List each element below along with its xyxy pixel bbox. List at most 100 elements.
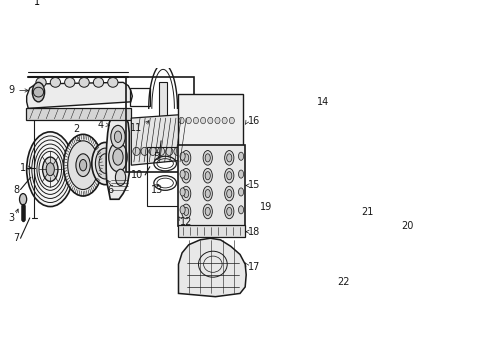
Circle shape — [114, 131, 122, 143]
Text: 20: 20 — [401, 221, 414, 231]
Circle shape — [116, 169, 125, 185]
Circle shape — [205, 154, 210, 162]
Text: 5: 5 — [153, 152, 159, 162]
Text: 16: 16 — [248, 116, 260, 126]
Circle shape — [224, 204, 234, 219]
Text: 10: 10 — [131, 170, 144, 180]
Text: 13: 13 — [151, 185, 164, 194]
Circle shape — [184, 172, 189, 180]
Text: 14: 14 — [317, 97, 329, 107]
Text: 15: 15 — [248, 180, 260, 190]
Circle shape — [239, 188, 244, 196]
Ellipse shape — [149, 147, 156, 156]
Text: 9: 9 — [8, 85, 14, 95]
Text: 1: 1 — [20, 163, 25, 172]
Circle shape — [182, 168, 191, 183]
Circle shape — [96, 148, 115, 179]
Circle shape — [385, 173, 393, 186]
Ellipse shape — [179, 117, 184, 124]
Circle shape — [111, 125, 125, 148]
Bar — [130, 88, 150, 106]
Circle shape — [239, 206, 244, 214]
Circle shape — [239, 170, 244, 178]
Circle shape — [344, 188, 359, 211]
Circle shape — [46, 163, 54, 176]
Ellipse shape — [208, 117, 213, 124]
Circle shape — [180, 152, 185, 160]
Ellipse shape — [79, 77, 89, 87]
Circle shape — [76, 154, 90, 176]
Circle shape — [227, 172, 232, 180]
Circle shape — [182, 186, 191, 201]
Circle shape — [184, 154, 189, 162]
Circle shape — [32, 40, 45, 60]
Text: 22: 22 — [337, 277, 350, 287]
Circle shape — [205, 172, 210, 180]
Bar — [147, 147, 184, 206]
Circle shape — [20, 194, 26, 205]
Circle shape — [184, 189, 189, 198]
Circle shape — [43, 157, 58, 181]
Ellipse shape — [194, 117, 198, 124]
Ellipse shape — [157, 147, 165, 156]
Circle shape — [224, 168, 234, 183]
Circle shape — [113, 149, 123, 165]
Circle shape — [205, 189, 210, 198]
Text: 4: 4 — [98, 120, 103, 130]
Text: 6: 6 — [108, 185, 114, 194]
Ellipse shape — [215, 117, 220, 124]
Bar — [25, 108, 131, 120]
Circle shape — [68, 141, 98, 189]
Circle shape — [160, 125, 166, 135]
Circle shape — [26, 132, 74, 207]
Circle shape — [79, 159, 87, 171]
Text: 21: 21 — [362, 207, 374, 217]
Circle shape — [224, 150, 234, 165]
Bar — [384, 202, 395, 230]
Bar — [178, 94, 243, 147]
Text: 11: 11 — [130, 123, 143, 133]
Text: 1: 1 — [34, 0, 40, 7]
Ellipse shape — [94, 77, 103, 87]
Circle shape — [227, 154, 232, 162]
Bar — [178, 225, 245, 237]
Text: 19: 19 — [260, 202, 272, 212]
Text: 18: 18 — [248, 227, 260, 237]
Circle shape — [35, 44, 42, 55]
Bar — [126, 77, 194, 172]
Ellipse shape — [229, 117, 234, 124]
Circle shape — [182, 204, 191, 219]
Circle shape — [203, 186, 212, 201]
Circle shape — [109, 143, 127, 172]
Text: 12: 12 — [179, 217, 192, 227]
Bar — [344, 199, 359, 238]
Bar — [354, 253, 359, 267]
Circle shape — [239, 152, 244, 160]
Text: 7: 7 — [13, 233, 20, 243]
Polygon shape — [173, 116, 194, 143]
Ellipse shape — [174, 147, 181, 156]
Circle shape — [203, 150, 212, 165]
Text: 17: 17 — [248, 262, 260, 272]
Polygon shape — [178, 238, 246, 297]
Circle shape — [203, 168, 212, 183]
Ellipse shape — [65, 77, 75, 87]
Circle shape — [227, 189, 232, 198]
Ellipse shape — [186, 117, 191, 124]
Circle shape — [227, 207, 232, 216]
Ellipse shape — [133, 147, 140, 156]
Circle shape — [180, 206, 185, 214]
Circle shape — [64, 134, 102, 196]
Circle shape — [180, 170, 185, 178]
Ellipse shape — [166, 147, 173, 156]
Bar — [178, 145, 245, 226]
Polygon shape — [106, 112, 129, 199]
Polygon shape — [26, 82, 132, 108]
Ellipse shape — [36, 77, 46, 87]
Circle shape — [205, 207, 210, 216]
Ellipse shape — [33, 87, 44, 97]
Ellipse shape — [222, 117, 227, 124]
Text: 3: 3 — [8, 213, 14, 223]
Circle shape — [92, 143, 119, 185]
Circle shape — [180, 188, 185, 196]
